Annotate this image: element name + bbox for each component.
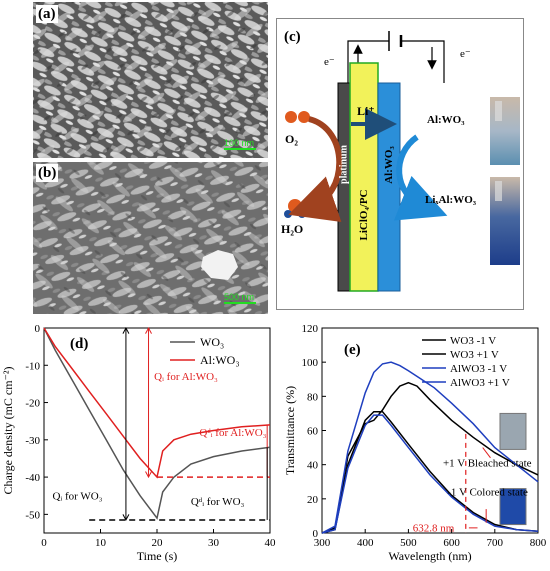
qi-wo3-arrowhead-bottom — [122, 514, 130, 522]
cuvette-colored — [490, 177, 520, 265]
circuit-wire-right — [401, 40, 445, 83]
state-label-bleached: Al:WO₃ — [427, 114, 465, 126]
x-tick-label: 500 — [400, 537, 417, 549]
panel-label-a: (a) — [36, 5, 58, 23]
legend-label-1: Al:WO₃ — [200, 353, 240, 367]
scalebar-a-bar — [224, 148, 256, 150]
bleached-arrow — [482, 447, 491, 459]
li-ion-label: Li⁺ — [357, 104, 375, 118]
y-tick-label: 120 — [302, 323, 319, 335]
electrolyte-label: LiClO₄/PC — [358, 189, 370, 241]
x-tick-label: 600 — [443, 537, 460, 549]
scalebar-b: 500 nm — [224, 292, 262, 306]
electron-label-left: e⁻ — [324, 56, 335, 68]
y-tick-label: 0 — [313, 528, 319, 540]
sem-image-a — [33, 2, 268, 158]
x-tick-label: 800 — [530, 537, 547, 549]
x-tick-label: 40 — [265, 537, 277, 549]
series-line-1 — [321, 381, 539, 534]
state-label-colored: LiₓAl:WO₃ — [425, 194, 477, 206]
panel-label-e: (e) — [344, 342, 361, 358]
annotation-qi-alwo3: Qᵢ for Al:WO₃ — [154, 371, 218, 383]
reaction-arrow-brown — [288, 116, 343, 222]
y-tick-label: -50 — [25, 509, 40, 521]
y-tick-label: -40 — [25, 472, 40, 484]
y-axis-label: Transmittance (%) — [283, 386, 297, 475]
x-axis-label: Time (s) — [137, 549, 178, 563]
scalebar-b-text: 500 nm — [224, 292, 255, 302]
y-tick-label: -20 — [25, 398, 40, 410]
annotation-wavelength: 632.8 nm — [413, 522, 455, 534]
scalebar-b-bar — [224, 302, 256, 304]
o2-molecule-icon — [285, 111, 297, 123]
x-tick-label: 20 — [152, 537, 164, 549]
x-tick-label: 0 — [41, 537, 47, 549]
scalebar-a: 100 nm — [224, 138, 262, 152]
annotation-qi-wo3: Qᵢ for WO₃ — [52, 490, 102, 502]
qi-alwo3-arrowhead-top — [145, 326, 152, 334]
qi-wo3-arrowhead-top — [122, 326, 130, 334]
h2o-label: H₂O — [281, 222, 304, 236]
x-axis-label: Wavelength (nm) — [388, 549, 471, 563]
y-tick-label: 100 — [302, 357, 319, 369]
electron-label-right: e⁻ — [460, 48, 471, 60]
legend-label-0: WO₃ — [200, 335, 224, 349]
x-tick-label: 400 — [357, 537, 374, 549]
annotation-qdi-wo3: Qᵈᵢ for WO₃ — [191, 496, 245, 508]
y-tick-label: 40 — [307, 460, 319, 472]
y-tick-label: -10 — [25, 360, 40, 372]
x-tick-label: 30 — [208, 537, 220, 549]
y-tick-label: 20 — [307, 494, 319, 506]
sem-image-b — [33, 162, 268, 314]
y-tick-label: 60 — [307, 426, 319, 438]
circuit-wire — [347, 40, 389, 83]
legend-label-2: AlWO3 -1 V — [450, 363, 507, 375]
sem-texture-a — [33, 2, 268, 158]
reaction-arrow-blue — [393, 134, 448, 221]
panel-label-d: (d) — [70, 336, 88, 352]
x-tick-label: 700 — [487, 537, 504, 549]
series-line-0 — [43, 327, 271, 520]
panel-label-b: (b) — [36, 164, 59, 182]
annotation-qdi-alwo3: Qᵈᵢ for Al:WO₃ — [199, 427, 266, 439]
schematic-svg — [284, 31, 520, 292]
x-tick-label: 300 — [314, 537, 331, 549]
chart-e: 300 400 500 600 700 800 0 20 40 60 80 100 120 Wavelen… — [283, 323, 547, 563]
y-tick-label: 80 — [307, 391, 319, 403]
film-label: Al:WO₃ — [383, 146, 395, 184]
legend-label-0: WO3 -1 V — [450, 335, 496, 347]
y-tick-label: -30 — [25, 435, 40, 447]
y-axis-label: Charge density (mC cm⁻²) — [1, 366, 15, 494]
series-line-0 — [321, 410, 539, 534]
qi-alwo3-arrowhead-bottom — [145, 471, 152, 479]
inset-cuvette-bleached — [499, 412, 527, 450]
annotation-bleached: +1 V Bleached state — [443, 457, 532, 469]
annotation-colored: -1 V Colored state — [447, 486, 528, 498]
series-line-2 — [321, 414, 539, 534]
series-line-3 — [321, 361, 539, 534]
platinum-label: platinum — [338, 145, 350, 184]
cuvette-bleached — [490, 97, 520, 165]
electrolyte-layer — [349, 62, 379, 292]
panel-label-c: (c) — [284, 29, 301, 45]
legend-label-3: AlWO3 +1 V — [450, 377, 510, 389]
chart-d: 0 10 20 30 40 0 -10 -20 -30 -40 -50 Time (s) Charge … — [1, 323, 277, 563]
legend-label-1: WO3 +1 V — [450, 349, 499, 361]
sem-texture-b — [33, 162, 268, 314]
inset-cuvette-colored — [499, 488, 527, 526]
o2-label: O₂ — [285, 132, 298, 146]
y-tick-label: 0 — [35, 323, 41, 335]
x-tick-label: 10 — [95, 537, 107, 549]
schematic-c: (c) e⁻ e⁻ Li⁺ O₂ H₂O Al:WO₃ LiₓAl:WO₃ pl… — [276, 18, 524, 310]
scalebar-a-text: 100 nm — [224, 138, 255, 148]
